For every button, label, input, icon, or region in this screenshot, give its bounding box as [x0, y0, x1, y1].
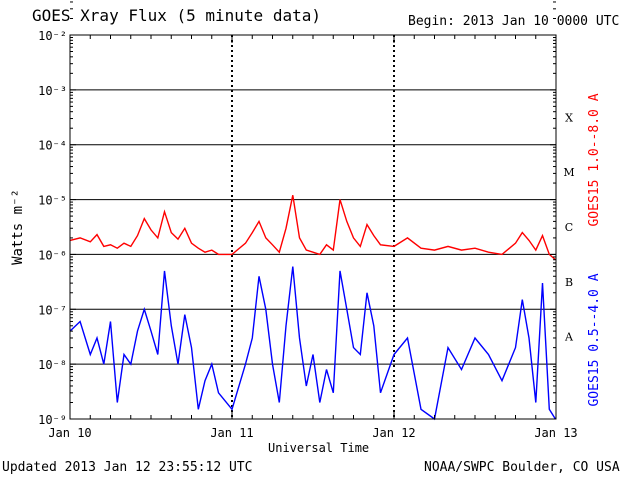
y-axis: 10⁻² 10⁻³ 10⁻⁴ 10⁻⁵ 10⁻⁶ 10⁻⁷ 10⁻⁸ 10⁻⁹ — [38, 1, 556, 427]
credit: NOAA/SWPC Boulder, CO USA — [424, 460, 620, 475]
y-tick-label: 10⁻² — [38, 29, 67, 43]
x-axis: Jan 10 Jan 11 Jan 12 Jan 13 — [48, 35, 578, 440]
flare-class-label: A — [564, 331, 574, 344]
grid-lines — [70, 35, 556, 419]
legend-goes15-short: GOES15 0.5--4.0 A — [587, 273, 602, 406]
x-axis-label: Universal Time — [268, 441, 370, 455]
flare-class-labels: X M C B A — [563, 111, 574, 343]
x-tick-label: Jan 13 — [534, 426, 577, 440]
x-tick-label: Jan 12 — [372, 426, 415, 440]
chart-title: GOES Xray Flux (5 minute data) — [32, 6, 321, 25]
x-tick-label: Jan 10 — [48, 426, 91, 440]
begin-time: Begin: 2013 Jan 10 0000 UTC — [408, 14, 620, 29]
series-layer — [69, 195, 556, 421]
flare-class-label: B — [565, 276, 573, 289]
x-tick-label: Jan 11 — [210, 426, 253, 440]
flare-class-label: C — [565, 221, 573, 234]
series-line-goes15-short — [69, 266, 556, 421]
legend-goes15-long: GOES15 1.0--8.0 A — [587, 93, 602, 226]
y-tick-label: 10⁻⁵ — [38, 194, 67, 208]
y-tick-label: 10⁻⁸ — [38, 358, 67, 372]
updated-timestamp: Updated 2013 Jan 12 23:55:12 UTC — [2, 460, 253, 475]
flare-class-label: M — [563, 166, 574, 179]
y-tick-label: 10⁻³ — [38, 84, 67, 98]
y-tick-label: 10⁻⁶ — [38, 248, 67, 262]
y-axis-label: Watts m⁻² — [10, 189, 26, 265]
y-tick-label: 10⁻⁹ — [38, 413, 67, 427]
y-tick-label: 10⁻⁷ — [38, 303, 67, 317]
y-tick-label: 10⁻⁴ — [38, 139, 67, 153]
plot-frame — [69, 34, 557, 420]
flare-class-label: X — [565, 111, 573, 124]
series-line-goes15-long — [69, 195, 556, 261]
